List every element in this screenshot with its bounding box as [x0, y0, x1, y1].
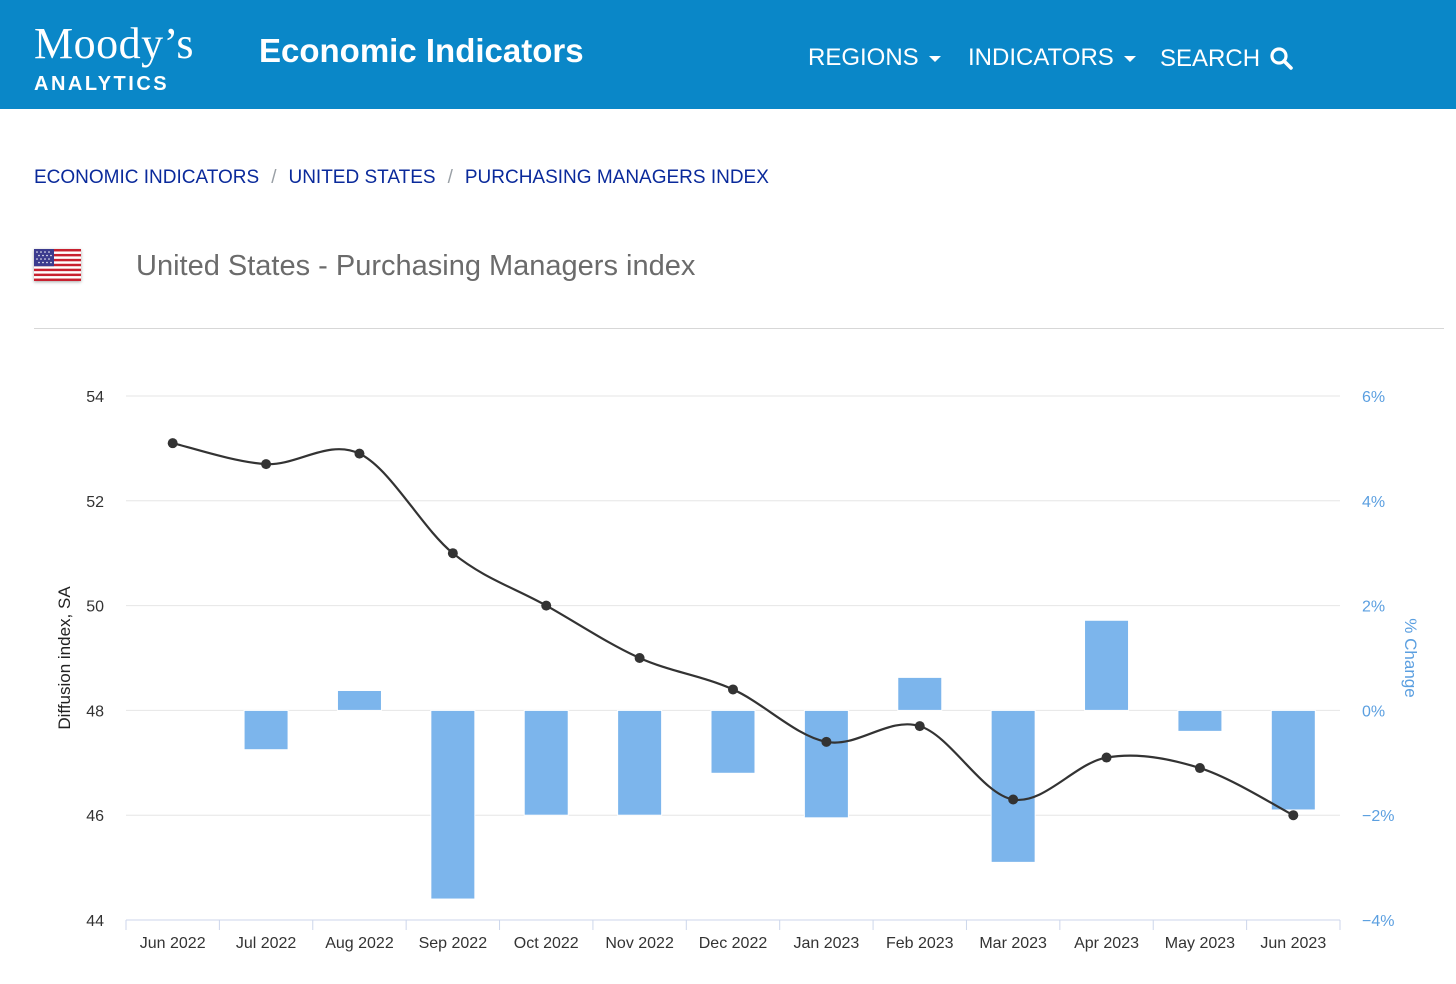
us-flag-icon — [34, 249, 81, 281]
x-tick-label: Mar 2023 — [979, 935, 1047, 952]
y-right-tick-label: 0% — [1362, 703, 1385, 720]
search-icon — [1270, 47, 1293, 70]
pmi-data-point — [1194, 763, 1205, 774]
pct-change-bar — [1084, 619, 1130, 711]
pmi-data-point — [821, 736, 832, 747]
y-axis-title: Diffusion index, SA — [55, 586, 74, 730]
pmi-data-point — [634, 653, 645, 663]
pmi-data-point — [447, 548, 458, 559]
x-tick-label: Dec 2022 — [699, 935, 768, 952]
nav-search[interactable]: SEARCH — [1160, 46, 1293, 71]
nav-regions[interactable]: REGIONS — [808, 46, 941, 70]
pmi-data-point — [1101, 752, 1112, 763]
chevron-down-icon — [928, 55, 941, 62]
pmi-data-point — [1008, 794, 1019, 805]
x-tick-label: Jul 2022 — [236, 935, 297, 952]
x-tick-label: Oct 2022 — [514, 935, 579, 952]
chevron-down-icon — [1123, 55, 1136, 62]
pct-change-bar — [990, 709, 1036, 863]
pct-change-bar — [1270, 709, 1316, 811]
x-tick-label: Sep 2022 — [419, 935, 488, 952]
title-divider — [34, 328, 1444, 329]
y-right-axis-title: % Change — [1401, 618, 1420, 697]
y-right-tick-label: −4% — [1362, 913, 1394, 930]
breadcrumb-united-states[interactable]: UNITED STATES — [288, 167, 436, 188]
x-tick-label: Jun 2022 — [140, 935, 206, 952]
nav-regions-label: REGIONS — [808, 44, 919, 71]
y-right-tick-label: 6% — [1362, 389, 1385, 406]
moodys-logo-subtitle: ANALYTICS — [34, 73, 170, 95]
y-tick-label: 54 — [86, 389, 104, 406]
pct-change-bar — [1177, 709, 1223, 732]
nav-indicators[interactable]: INDICATORS — [968, 46, 1136, 70]
y-tick-label: 48 — [86, 703, 104, 720]
y-tick-label: 44 — [86, 913, 104, 930]
breadcrumb-purchasing-managers-index[interactable]: PURCHASING MANAGERS INDEX — [464, 167, 769, 188]
page-title: United States - Purchasing Managers inde… — [136, 250, 696, 282]
pct-change-bar — [430, 709, 476, 900]
y-right-tick-label: −2% — [1362, 808, 1394, 825]
pmi-data-point — [261, 459, 272, 470]
pct-change-bar — [336, 689, 382, 711]
nav-search-label: SEARCH — [1160, 45, 1261, 72]
x-tick-label: Apr 2023 — [1074, 935, 1139, 952]
x-tick-label: Nov 2022 — [605, 935, 674, 952]
breadcrumb-separator: / — [447, 167, 453, 188]
breadcrumb: ECONOMIC INDICATORS / UNITED STATES / PURCHA… — [34, 168, 769, 187]
pct-change-bar — [897, 676, 943, 711]
y-tick-label: 50 — [86, 599, 104, 616]
y-tick-label: 52 — [86, 494, 104, 511]
x-tick-label: Jan 2023 — [793, 935, 859, 952]
y-tick-label: 46 — [86, 808, 104, 825]
pmi-data-point — [1288, 810, 1299, 821]
pct-change-bar — [523, 709, 569, 816]
breadcrumb-economic-indicators[interactable]: ECONOMIC INDICATORS — [34, 167, 260, 188]
moodys-logo[interactable]: Moody’s — [34, 19, 194, 68]
x-tick-label: Jun 2023 — [1260, 935, 1326, 952]
x-tick-label: May 2023 — [1165, 935, 1235, 952]
pmi-data-point — [541, 600, 552, 611]
pmi-data-point — [354, 448, 365, 459]
breadcrumb-separator: / — [271, 167, 277, 188]
y-right-tick-label: 4% — [1362, 494, 1385, 511]
pct-change-bar — [710, 709, 756, 774]
pct-change-bar — [803, 709, 849, 819]
pmi-data-point — [914, 721, 925, 732]
y-right-tick-label: 2% — [1362, 599, 1385, 616]
pct-change-bar — [243, 709, 289, 751]
pmi-data-point — [167, 438, 178, 449]
pmi-data-point — [728, 684, 738, 695]
x-tick-label: Aug 2022 — [325, 935, 394, 952]
nav-indicators-label: INDICATORS — [968, 44, 1114, 71]
x-tick-label: Feb 2023 — [886, 935, 954, 952]
site-title[interactable]: Economic Indicators — [259, 32, 584, 69]
top-bar: Moody’s ANALYTICS Economic Indicators RE… — [0, 0, 1456, 109]
pct-change-bar — [617, 709, 663, 816]
